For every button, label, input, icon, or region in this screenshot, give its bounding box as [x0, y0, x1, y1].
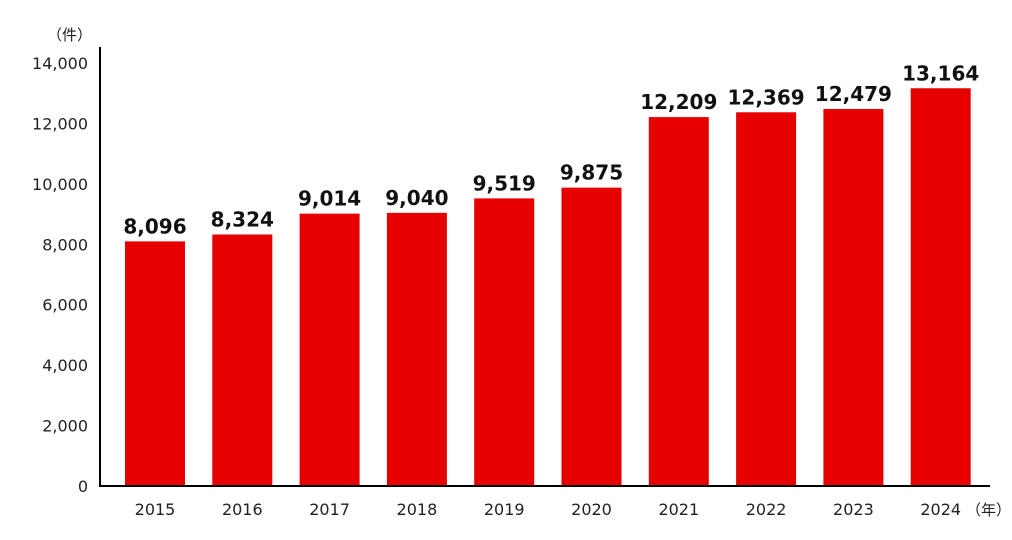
bar-2016 — [212, 234, 273, 486]
y-tick-label: 4,000 — [42, 356, 88, 375]
bar-2018 — [386, 212, 447, 486]
y-tick-label: 0 — [78, 477, 88, 496]
x-tick-label: 2024 — [920, 500, 961, 519]
data-label: 12,369 — [728, 85, 805, 109]
data-label: 9,040 — [385, 186, 448, 210]
x-tick-label: 2016 — [222, 500, 263, 519]
y-tick-label: 2,000 — [42, 417, 88, 436]
y-axis-unit-label: （件） — [47, 26, 92, 44]
y-tick-label: 10,000 — [32, 175, 88, 194]
bar-2023 — [823, 108, 884, 486]
data-label: 13,164 — [902, 61, 979, 85]
bar-2019 — [474, 198, 535, 487]
bar-2022 — [736, 112, 797, 486]
data-label: 8,324 — [211, 207, 274, 231]
data-label: 8,096 — [123, 214, 186, 238]
y-tick-label: 8,000 — [42, 235, 88, 254]
x-tick-label: 2015 — [135, 500, 176, 519]
x-tick-label: 2022 — [746, 500, 787, 519]
bar-2015 — [125, 241, 185, 486]
x-axis-unit-label: （年） — [966, 501, 1011, 519]
data-label: 9,519 — [473, 171, 536, 195]
y-tick-label: 6,000 — [42, 296, 88, 315]
bar-2024 — [910, 88, 971, 486]
y-tick-label: 14,000 — [32, 54, 88, 73]
x-tick-label: 2020 — [571, 500, 612, 519]
x-tick-label: 2018 — [397, 500, 438, 519]
bar-2017 — [299, 213, 360, 486]
y-tick-label: 12,000 — [32, 114, 88, 133]
x-tick-label: 2019 — [484, 500, 525, 519]
data-label: 9,014 — [298, 187, 361, 211]
bar-2020 — [561, 187, 622, 487]
data-label: 9,875 — [560, 161, 623, 185]
x-tick-label: 2017 — [309, 500, 350, 519]
data-label: 12,479 — [815, 82, 892, 106]
x-tick-label: 2023 — [833, 500, 874, 519]
data-label: 12,209 — [640, 90, 717, 114]
x-tick-label: 2021 — [658, 500, 699, 519]
bar-2021 — [648, 117, 709, 487]
